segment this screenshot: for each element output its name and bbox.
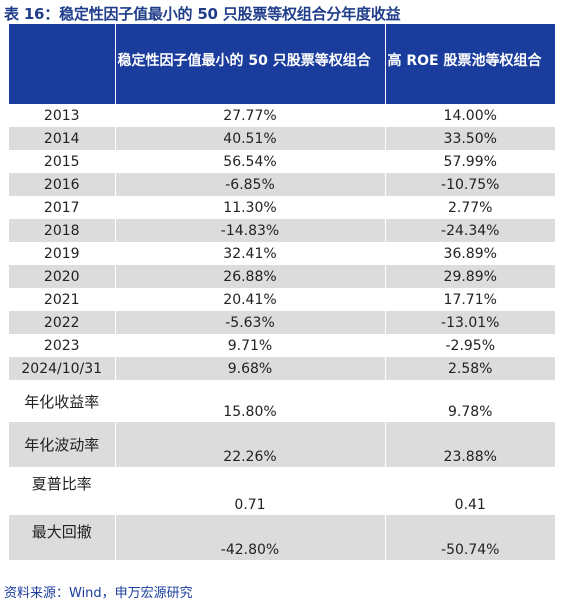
cell-high-roe: 2.77% — [448, 199, 493, 216]
cell-high-roe: -10.75% — [385, 173, 555, 196]
cell-low-stability: 26.88% — [115, 265, 386, 288]
row-label: 2020 — [9, 265, 116, 288]
table-row: 2013 27.77% 14.00% — [9, 104, 555, 127]
table-row: 2018 -14.83% -24.34% — [9, 219, 555, 242]
row-label: 2024/10/31 — [9, 357, 116, 380]
cell-high-roe: 17.71% — [443, 291, 497, 308]
cell-high-roe: 2.58% — [385, 357, 555, 380]
table-row: 2016 -6.85% -10.75% — [9, 173, 555, 196]
row-label: 2013 — [9, 104, 116, 127]
cell-high-roe: 14.00% — [443, 107, 497, 124]
table-row: 2024/10/31 9.68% 2.58% — [9, 357, 555, 380]
header-corner — [9, 24, 116, 104]
row-label: 2014 — [9, 127, 116, 150]
table-row: 2017 11.30% 2.77% — [9, 196, 555, 219]
cell-high-roe: -50.74% — [385, 515, 555, 560]
table-row: 2022 -5.63% -13.01% — [9, 311, 555, 334]
table-row: 2019 32.41% 36.89% — [9, 242, 555, 265]
table-row: 2021 20.41% 17.71% — [9, 288, 555, 311]
table-title: 表 16：稳定性因子值最小的 50 只股票等权组合分年度收益 — [4, 5, 401, 23]
stat-row: 夏普比率 0.71 0.41 — [9, 467, 555, 515]
cell-high-roe: 9.78% — [448, 404, 493, 420]
stat-label: 年化收益率 — [9, 380, 116, 422]
row-label: 2023 — [9, 334, 116, 357]
cell-high-roe: -2.95% — [445, 337, 496, 354]
row-label: 2015 — [9, 150, 116, 173]
table-row: 2023 9.71% -2.95% — [9, 334, 555, 357]
cell-low-stability: 20.41% — [115, 288, 386, 311]
stat-label: 夏普比率 — [9, 467, 116, 515]
cell-low-stability: 32.41% — [115, 242, 386, 265]
row-label: 2019 — [9, 242, 116, 265]
table-row: 2014 40.51% 33.50% — [9, 127, 555, 150]
cell-low-stability: 9.71% — [115, 334, 386, 357]
row-label: 2017 — [9, 196, 116, 219]
row-label: 2016 — [9, 173, 116, 196]
returns-table: 稳定性因子值最小的 50 只股票等权组合 高 ROE 股票池等权组合 2013 … — [9, 24, 555, 560]
cell-low-stability: -5.63% — [115, 311, 386, 334]
table-row: 2015 56.54% 57.99% — [9, 150, 555, 173]
cell-low-stability: 22.26% — [115, 422, 386, 467]
header-high-roe-portfolio: 高 ROE 股票池等权组合 — [385, 24, 555, 104]
stat-row: 年化波动率 22.26% 23.88% — [9, 422, 555, 467]
header-low-stability-portfolio: 稳定性因子值最小的 50 只股票等权组合 — [115, 24, 386, 104]
cell-low-stability: 27.77% — [115, 104, 386, 127]
cell-low-stability: 0.71 — [115, 467, 386, 515]
stat-row: 年化收益率 15.80% 9.78% — [9, 380, 555, 422]
cell-high-roe: -13.01% — [385, 311, 555, 334]
row-label: 2021 — [9, 288, 116, 311]
cell-high-roe: 23.88% — [385, 422, 555, 467]
cell-high-roe: 0.41 — [454, 497, 486, 513]
stat-label: 最大回撤 — [9, 515, 116, 560]
row-label: 2018 — [9, 219, 116, 242]
cell-high-roe: 29.89% — [385, 265, 555, 288]
cell-high-roe: 36.89% — [443, 245, 497, 262]
cell-low-stability: -6.85% — [115, 173, 386, 196]
stat-label: 年化波动率 — [9, 422, 116, 467]
cell-high-roe: -24.34% — [385, 219, 555, 242]
table-row: 2020 26.88% 29.89% — [9, 265, 555, 288]
cell-high-roe: 57.99% — [443, 153, 497, 170]
cell-low-stability: -42.80% — [115, 515, 386, 560]
row-label: 2022 — [9, 311, 116, 334]
cell-low-stability: 56.54% — [115, 150, 386, 173]
stat-row: 最大回撤 -42.80% -50.74% — [9, 515, 555, 560]
cell-low-stability: -14.83% — [115, 219, 386, 242]
cell-low-stability: 15.80% — [115, 380, 386, 422]
header-row: 稳定性因子值最小的 50 只股票等权组合 高 ROE 股票池等权组合 — [9, 24, 555, 104]
cell-low-stability: 40.51% — [115, 127, 386, 150]
cell-high-roe: 33.50% — [385, 127, 555, 150]
cell-low-stability: 11.30% — [115, 196, 386, 219]
source-note: 资料来源：Wind，申万宏源研究 — [4, 586, 193, 601]
cell-low-stability: 9.68% — [115, 357, 386, 380]
